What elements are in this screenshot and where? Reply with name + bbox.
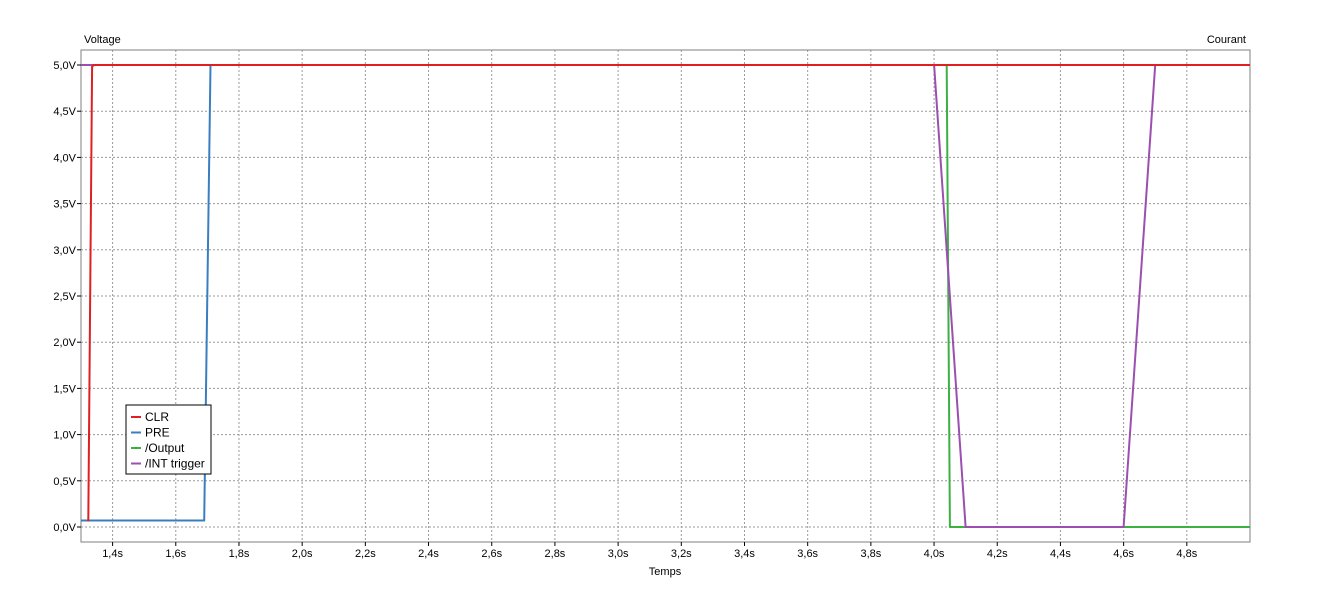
legend-label: CLR: [145, 410, 169, 424]
legend-label: /INT trigger: [145, 457, 205, 471]
x-tick-label: 3,2s: [671, 548, 692, 560]
x-tick-label: 4,6s: [1113, 548, 1134, 560]
y-tick-label: 3,5V: [53, 199, 76, 211]
y-tick-label: 4,5V: [53, 106, 76, 118]
legend-label: /Output: [145, 441, 185, 455]
x-tick-label: 3,6s: [797, 548, 818, 560]
y-tick-label: 4,0V: [53, 152, 76, 164]
x-tick-label: 1,8s: [229, 548, 250, 560]
series-line-clr-edge: [87, 64, 1250, 522]
y-tick-label: 2,5V: [53, 291, 76, 303]
y-tick-label: 1,0V: [53, 430, 76, 442]
y-axis: 0,0V 0,5V 1,0V 1,5V 2,0V 2,5V 3,0V 3,5V 4,0V 4,5V…: [53, 60, 81, 534]
series-line-pre: [81, 64, 1250, 522]
x-tick-label: 1,6s: [165, 548, 186, 560]
x-tick-label: 2,8s: [545, 548, 566, 560]
grid: [81, 50, 1250, 542]
x-tick-label: 2,2s: [355, 548, 376, 560]
x-tick-label: 3,4s: [734, 548, 755, 560]
x-tick-label: 4,2s: [987, 548, 1008, 560]
legend: CLR PRE/Output/INT trigger: [125, 404, 212, 475]
right-axis-label: Courant: [1207, 34, 1246, 46]
legend-label: PRE: [145, 426, 170, 440]
x-tick-label: 2,6s: [481, 548, 502, 560]
y-tick-label: 3,0V: [53, 245, 76, 257]
series-layer: [81, 64, 1250, 528]
y-tick-label: 5,0V: [53, 60, 76, 72]
x-tick-label: 4,8s: [1176, 548, 1197, 560]
y-tick-label: 0,5V: [53, 476, 76, 488]
y-tick-label: 0,0V: [53, 522, 76, 534]
x-tick-label: 3,8s: [860, 548, 881, 560]
x-tick-label: 2,4s: [418, 548, 439, 560]
x-tick-label: 2,0s: [292, 548, 313, 560]
x-tick-label: 4,0s: [924, 548, 945, 560]
x-tick-label: 1,4s: [102, 548, 123, 560]
y-axis-label: Voltage: [84, 34, 121, 46]
x-axis: 1,4s 1,6s 1,8s 2,0s 2,2s 2,4s 2,6s 2,8s 3,0s 3,2s…: [102, 542, 1198, 560]
x-tick-label: 4,4s: [1050, 548, 1071, 560]
y-tick-label: 2,0V: [53, 337, 76, 349]
y-tick-label: 1,5V: [53, 383, 76, 395]
x-axis-label: Temps: [649, 566, 682, 578]
x-tick-label: 3,0s: [608, 548, 629, 560]
